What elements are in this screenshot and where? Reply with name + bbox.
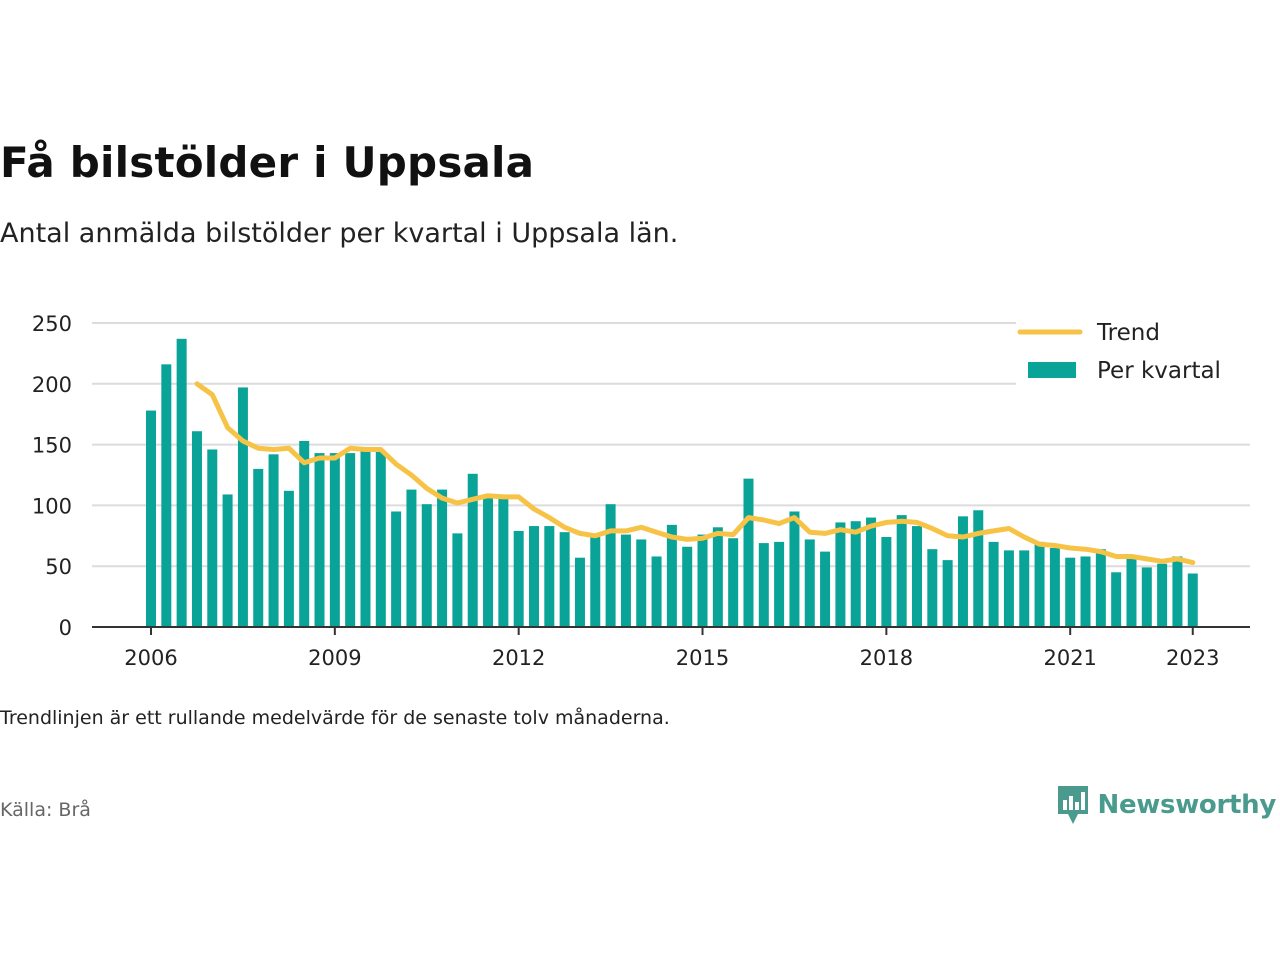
bar — [590, 537, 601, 627]
bar — [789, 511, 800, 627]
bar — [1095, 549, 1106, 627]
bar — [957, 516, 968, 627]
x-tick-label: 2023 — [1166, 646, 1219, 670]
bar — [881, 537, 892, 627]
bar — [467, 473, 478, 627]
x-tick-label: 2018 — [860, 646, 913, 670]
legend-bar-swatch — [1028, 362, 1076, 378]
bar — [299, 440, 310, 627]
bar-series — [146, 338, 1198, 627]
bar — [758, 543, 769, 627]
y-tick-label: 200 — [32, 373, 72, 397]
bar — [207, 449, 218, 627]
bar — [636, 539, 647, 627]
bar — [574, 557, 585, 627]
legend: Trend Per kvartal — [1016, 316, 1250, 402]
chart-title: Få bilstölder i Uppsala — [0, 138, 535, 187]
bar — [1003, 550, 1014, 627]
y-tick-label: 250 — [32, 312, 72, 336]
bar — [1034, 541, 1045, 627]
bar — [866, 517, 877, 627]
bar — [253, 468, 264, 627]
y-tick-label: 50 — [45, 555, 72, 579]
bar — [559, 532, 570, 627]
bar — [1080, 556, 1091, 627]
legend-trend-label: Trend — [1096, 320, 1160, 346]
bar — [406, 489, 417, 627]
bar — [176, 338, 187, 627]
bar — [697, 534, 708, 627]
bar — [666, 524, 677, 627]
x-tick-label: 2006 — [124, 646, 177, 670]
bar — [391, 511, 402, 627]
bar — [283, 490, 294, 627]
bar — [605, 504, 616, 627]
bar — [988, 541, 999, 627]
bar — [1049, 547, 1060, 627]
bar — [1111, 572, 1122, 627]
bar — [360, 449, 371, 627]
bar — [774, 541, 785, 627]
bar — [728, 538, 739, 627]
bar — [620, 534, 631, 627]
source-label: Källa: Brå — [0, 799, 91, 821]
bar — [146, 410, 156, 627]
bar — [437, 489, 448, 627]
y-axis-ticks: 0 50 100 150 200 250 — [32, 312, 72, 640]
bar — [544, 526, 555, 627]
bar — [896, 515, 907, 627]
bar — [268, 454, 279, 627]
bar — [743, 478, 754, 627]
bar — [345, 453, 356, 627]
bar — [1019, 550, 1030, 627]
bar — [513, 530, 524, 627]
x-tick-label: 2021 — [1043, 646, 1096, 670]
bar — [483, 494, 494, 627]
y-tick-label: 150 — [32, 434, 72, 458]
bar — [820, 551, 831, 627]
bar — [682, 546, 693, 627]
bar — [498, 498, 509, 627]
bar — [375, 451, 386, 627]
bar — [421, 504, 432, 627]
bar — [1157, 563, 1168, 627]
bar — [1141, 567, 1152, 627]
y-tick-label: 100 — [32, 494, 72, 518]
bar — [1126, 558, 1137, 627]
bar — [191, 431, 202, 627]
bar — [712, 527, 723, 627]
bar — [850, 521, 861, 627]
bar — [237, 387, 248, 627]
brand-name: Newsworthy — [1097, 790, 1277, 820]
bar-line-chart: 0 50 100 150 200 250 2006 2009 2012 2015 2018 2021… — [32, 312, 1250, 670]
bar — [927, 549, 938, 627]
bar — [973, 510, 984, 627]
bar — [222, 494, 233, 627]
bar — [529, 526, 539, 627]
y-tick-label: 0 — [59, 616, 72, 640]
trend-line — [194, 381, 1196, 566]
bar — [651, 556, 662, 627]
bar — [314, 453, 325, 627]
bar — [1065, 557, 1076, 627]
x-tick-label: 2009 — [308, 646, 361, 670]
bar — [452, 533, 463, 627]
x-tick-label: 2015 — [676, 646, 729, 670]
brand-logo[interactable]: Newsworthy — [1056, 784, 1276, 826]
bar — [1172, 556, 1183, 627]
bar — [942, 560, 953, 627]
bar — [804, 539, 815, 627]
trend-series — [194, 381, 1196, 566]
x-axis: 2006 2009 2012 2015 2018 2021 2023 — [92, 626, 1250, 670]
trend-note: Trendlinjen är ett rullande medelvärde f… — [0, 707, 670, 729]
newsworthy-logo-icon — [1057, 786, 1088, 824]
x-tick-label: 2012 — [492, 646, 545, 670]
bar — [912, 526, 922, 627]
bar — [329, 453, 340, 627]
legend-bar-label: Per kvartal — [1097, 358, 1221, 384]
bar — [161, 364, 172, 627]
chart-subtitle: Antal anmälda bilstölder per kvartal i U… — [0, 218, 679, 249]
bar — [1187, 573, 1198, 627]
bar — [835, 522, 846, 627]
